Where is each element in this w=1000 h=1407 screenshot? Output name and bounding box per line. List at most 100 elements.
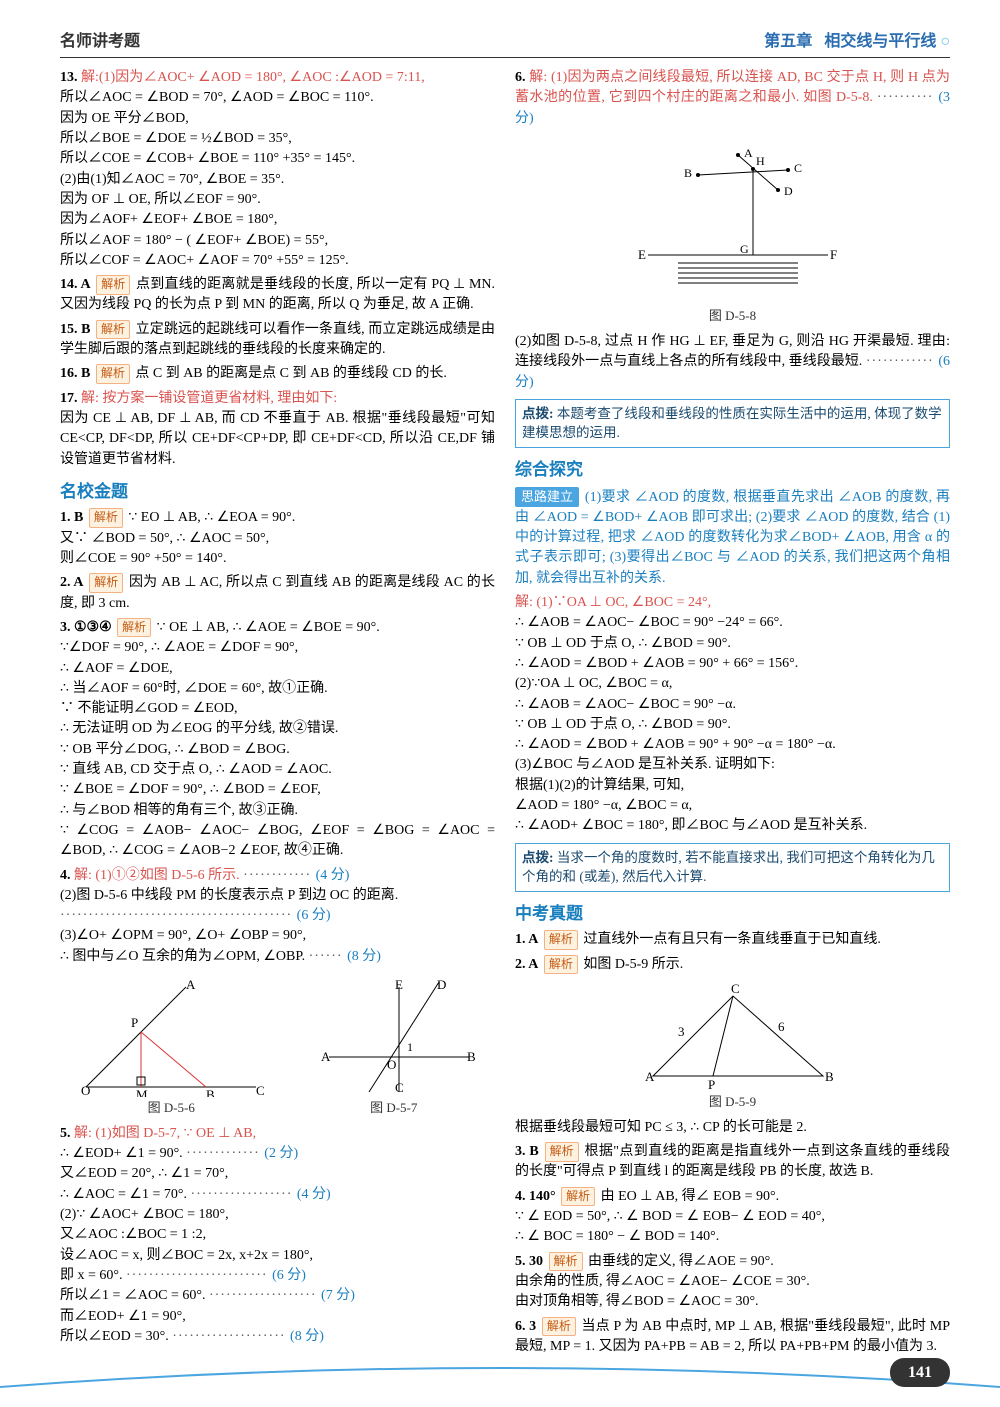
zh-l1: ∴ ∠AOB = ∠AOC− ∠BOC = 90° −24° = 66°. [515,615,783,630]
page-number: 141 [890,1358,950,1387]
zh-l6: ∵ OB ⊥ OD 于点 O, ∴ ∠BOD = 90°. [515,717,731,732]
figure-d-5-9: A B C P 3 6 图 D-5-9 [515,981,950,1112]
fig57-label: 图 D-5-7 [309,1099,479,1118]
dots: ············ [866,354,938,369]
m5-s2: (4 分) [297,1187,331,1202]
problem-17: 17. 解: 按方案一铺设管道更省材料, 理由如下: 因为 CE ⊥ AB, D… [60,389,495,470]
q-num: 13. [60,70,78,85]
svg-text:P: P [131,1015,138,1030]
fig59-label: 图 D-5-9 [515,1093,950,1112]
tip-label: 点拨: [522,850,554,865]
silu-label: 思路建立 [515,487,579,508]
zk-2b: 根据垂线段最短可知 PC ≤ 3, ∴ CP 的长可能是 2. [515,1118,950,1138]
zh-l7: ∴ ∠AOD = ∠BOD + ∠AOB = 90° + 90° −α = 18… [515,737,836,752]
m4-l1: (2)图 D-5-6 中线段 PM 的长度表示点 P 到边 OC 的距离. [60,888,398,903]
zh-l3: ∴ ∠AOD = ∠BOD + ∠AOB = 90° + 66° = 156°. [515,656,798,671]
footer-swoosh [0,1359,1000,1389]
mx-2: 2. A 解析 因为 AB ⊥ AC, 所以点 C 到直线 AB 的距离是线段 … [60,573,495,614]
dots: ·················· [190,1187,296,1202]
svg-text:6: 6 [778,1019,785,1034]
q-num: 6. 3 [515,1319,536,1334]
svg-text:E: E [638,247,646,262]
svg-text:C: C [256,1083,265,1097]
chapter-num: 第五章 [764,33,812,50]
header-right: 第五章 相交线与平行线 ○ [764,30,950,53]
q13-line8: 所以∠AOF = 180° − ( ∠EOF+ ∠BOE) = 55°, [60,233,328,248]
m3-l3: ∴ 当∠AOF = 60°时, ∠DOE = 60°, 故①正确. [60,681,328,696]
dots: ············· [186,1146,264,1161]
mx-4: 4. 解: (1)①②如图 D-5-6 所示. ············ (4 … [60,866,495,967]
z5-l0: 由垂线的定义, 得∠AOE = 90°. [588,1254,774,1269]
q-num: 1. A [515,932,538,947]
header-dot: ○ [940,33,950,50]
z4-l0: 由 EO ⊥ AB, 得∠ EOB = 90°. [601,1189,780,1204]
dots: ········································… [60,908,297,923]
section-zhongkao: 中考真题 [515,902,950,927]
m5-l4: (2)∵ ∠AOC+ ∠BOC = 180°, [60,1207,229,1222]
m4-s2: (6 分) [297,908,331,923]
m3-l10: ∵ ∠COG = ∠AOB− ∠AOC− ∠BOG, ∠EOF = ∠BOG =… [60,823,495,858]
m1-l0: ∵ EO ⊥ AB, ∴ ∠EOA = 90°. [128,510,295,525]
mx-3: 3. ①③④ 解析 ∵ OE ⊥ AB, ∴ ∠AOE = ∠BOE = 90°… [60,618,495,862]
svg-text:P: P [708,1077,715,1091]
m5-s3: (6 分) [272,1268,306,1283]
zk-4: 4. 140° 解析 由 EO ⊥ AB, 得∠ EOB = 90°. ∵ ∠ … [515,1187,950,1248]
zh-l5: ∴ ∠AOB = ∠AOC− ∠BOC = 90° −α. [515,697,736,712]
fig56-label: 图 D-5-6 [76,1099,266,1118]
q13-line1: 所以∠AOC = ∠BOD = 70°, ∠AOD = ∠BOC = 110°. [60,90,374,105]
tag-jiexi: 解析 [96,320,130,339]
z4-l2: ∴ ∠ BOC = 180° − ∠ BOD = 140°. [515,1229,719,1244]
q-num: 3. B [515,1144,539,1159]
problem-6: 6. 解: (1)因为两点之间线段最短, 所以连接 AD, BC 交于点 H, … [515,68,950,129]
tag-jiexi: 解析 [549,1252,583,1271]
zh-l10: ∠AOD = 180° −α, ∠BOC = α, [515,798,692,813]
figure-d-5-8: E F A B C D H G [515,135,950,326]
svg-text:M: M [136,1087,148,1097]
tag-jiexi: 解析 [89,508,123,527]
zk-5: 5. 30 解析 由垂线的定义, 得∠AOE = 90°. 由余角的性质, 得∠… [515,1252,950,1313]
chapter-title: 相交线与平行线 [824,33,936,50]
tag-jiexi: 解析 [545,1142,579,1161]
q13-line6: 因为 OF ⊥ OE, 所以∠EOF = 90°. [60,192,261,207]
tip-label: 点拨: [522,406,554,421]
zh-l8: (3)∠BOC 与∠AOD 是互补关系. 证明如下: [515,757,775,772]
m5-s4: (7 分) [321,1288,355,1303]
fig58-label: 图 D-5-8 [515,307,950,326]
m4-s1: (4 分) [316,868,350,883]
m5-s1: (2 分) [264,1146,298,1161]
zk-3: 3. B 解析 根据"点到直线的距离是指直线外一点到这条直线的垂线段的长度"可得… [515,1142,950,1183]
svg-text:D: D [784,184,793,198]
q-num: 15. B [60,322,90,337]
q-num: 16. B [60,366,90,381]
tag-jiexi: 解析 [96,275,130,294]
svg-text:O: O [387,1057,396,1072]
zh-l4: (2)∵OA ⊥ OC, ∠BOC = α, [515,676,672,691]
problem-13: 13. 解:(1)因为∠AOC+ ∠AOD = 180°, ∠AOC :∠AOD… [60,68,495,271]
z6-text: 当点 P 为 AB 中点时, MP ⊥ AB, 根据"垂线段最短", 此时 MP… [515,1319,950,1354]
q13-line9: 所以∠COF = ∠AOC+ ∠AOF = 70° +55° = 125°. [60,253,349,268]
zk-1: 1. A 解析 过直线外一点有且只有一条直线垂直于已知直线. [515,930,950,950]
m1-l2: 则∠COE = 90° +50° = 140°. [60,551,226,566]
q-num: 4. [60,868,71,883]
svg-text:H: H [756,154,765,168]
z5-l1: 由余角的性质, 得∠AOC = ∠AOE− ∠COE = 30°. [515,1274,810,1289]
problem-15: 15. B 解析 立定跳远的起跳线可以看作一条直线, 而立定跳远成绩是由学生脚后… [60,320,495,361]
svg-text:B: B [684,166,692,180]
tip-box-1: 点拨: 本题考查了线段和垂线段的性质在实际生活中的运用, 体现了数学建模思想的运… [515,399,950,448]
z4-l1: ∵ ∠ EOD = 50°, ∴ ∠ BOD = ∠ EOB− ∠ EOD = … [515,1209,825,1224]
m5-l10: 所以∠EOD = 30°. [60,1329,169,1344]
m3-l9: ∴ 与∠BOD 相等的角有三个, 故③正确. [60,803,298,818]
m5-l8: 所以∠1 = ∠AOC = 60°. [60,1288,205,1303]
q-num: 6. [515,70,526,85]
m3-l0: ∵ OE ⊥ AB, ∴ ∠AOE = ∠BOE = 90°. [157,620,380,635]
tip-box-2: 点拨: 当求一个角的度数时, 若不能直接求出, 我们可把这个角转化为几个角的和 … [515,843,950,892]
mx-1: 1. B 解析 ∵ EO ⊥ AB, ∴ ∠EOA = 90°. 又∵ ∠BOD… [60,508,495,569]
m3-l4: ∵ 不能证明∠GOD = ∠EOD, [60,701,238,716]
m5-l0: 解: (1)如图 D-5-7, ∵ OE ⊥ AB, [74,1126,256,1141]
svg-text:A: A [744,146,753,160]
tag-jiexi: 解析 [542,1317,576,1336]
m3-l5: ∴ 无法证明 OD 为∠EOG 的平分线, 故②错误. [60,721,338,736]
svg-text:A: A [645,1069,655,1084]
figures-56-57: O M B C P A 图 D-5-6 A B [60,971,495,1124]
svg-text:A: A [321,1049,331,1064]
